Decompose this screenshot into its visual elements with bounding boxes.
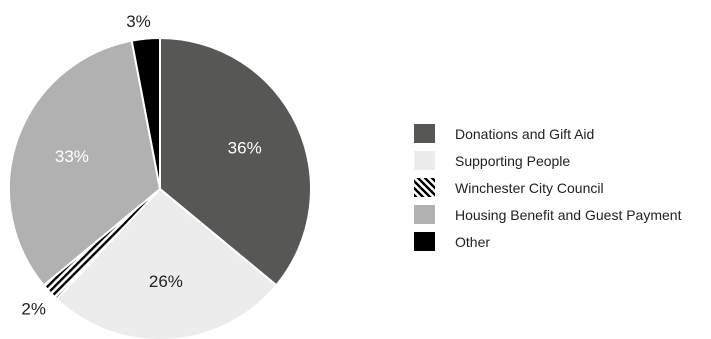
slice-donations: [159, 37, 312, 287]
legend-item-donations: Donations and Gift Aid: [414, 124, 681, 143]
legend-swatch: [414, 151, 435, 170]
legend-swatch: [414, 124, 435, 143]
legend-label: Supporting People: [455, 152, 571, 169]
legend-swatch: [414, 178, 435, 197]
slice-label-winchester-city-council: 2%: [21, 299, 46, 318]
legend-item-housing-benefit: Housing Benefit and Guest Payment: [414, 205, 681, 224]
legend-item-other: Other: [414, 232, 681, 251]
legend-label: Winchester City Council: [455, 179, 604, 196]
slice-label-donations: 36%: [228, 139, 262, 158]
slice-label-supporting-people: 26%: [149, 272, 183, 291]
pie-slices: [8, 36, 312, 339]
legend-label: Housing Benefit and Guest Payment: [455, 206, 682, 223]
legend-swatch: [414, 232, 435, 251]
legend-item-winchester-city-council: Winchester City Council: [414, 178, 681, 197]
legend-label: Donations and Gift Aid: [455, 125, 595, 142]
slice-supporting-people: [55, 188, 278, 339]
slice-other: [130, 36, 161, 190]
legend-label: Other: [455, 233, 491, 250]
legend-item-supporting-people: Supporting People: [414, 151, 681, 170]
slice-label-housing-benefit: 33%: [55, 147, 89, 166]
legend-swatch: [414, 205, 435, 224]
slice-label-other: 3%: [126, 12, 151, 31]
slice-housing-benefit: [8, 39, 161, 287]
pie-slice-labels: 36% 26% 2% 33% 3%: [21, 12, 261, 318]
legend: Donations and Gift Aid Supporting People…: [414, 124, 681, 251]
